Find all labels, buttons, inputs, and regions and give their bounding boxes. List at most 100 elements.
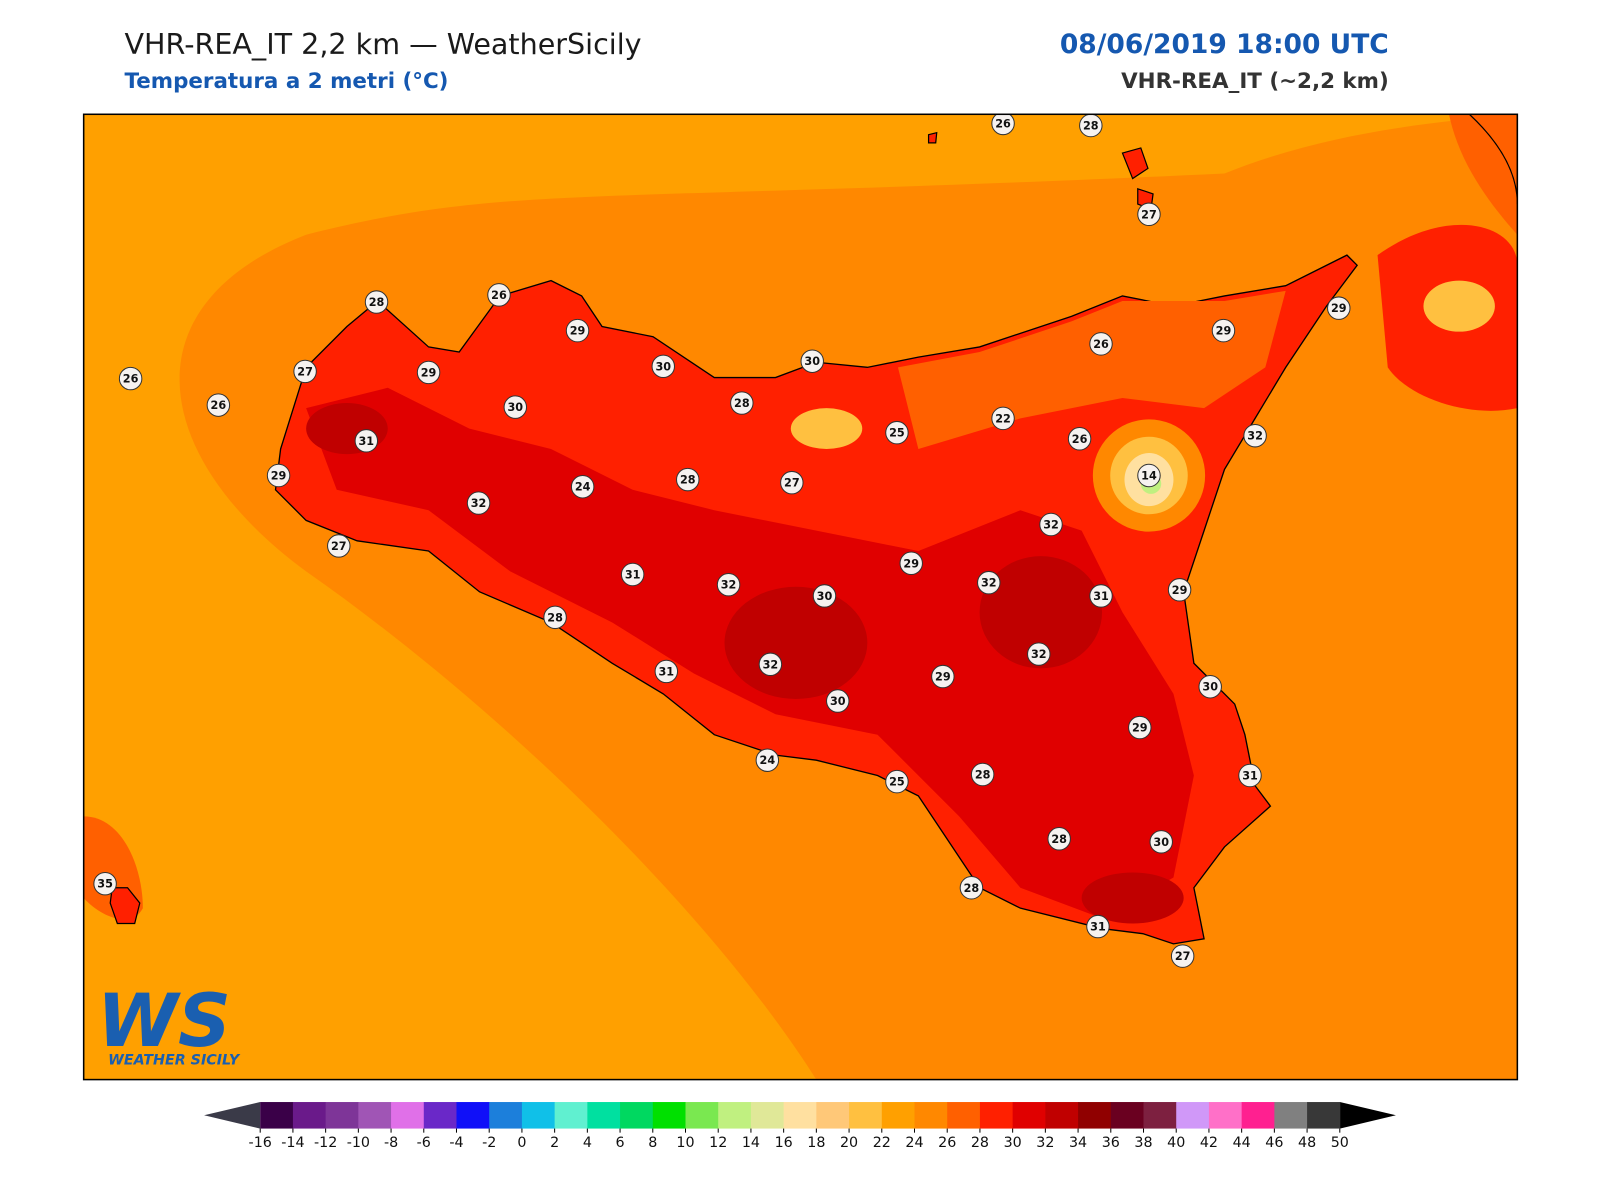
- station: 29: [899, 551, 923, 575]
- station: 29: [931, 664, 955, 689]
- colorbar-segment: [391, 1102, 425, 1129]
- station-marker: [899, 551, 923, 575]
- colorbar-segment: [1241, 1102, 1275, 1129]
- station: 31: [654, 659, 679, 684]
- colorbar-over: [1339, 1102, 1396, 1129]
- station-marker: [487, 283, 511, 307]
- station-value: 32: [763, 658, 779, 671]
- colorbar-tick-label: 22: [873, 1135, 891, 1151]
- colorbar-tick-label: 26: [938, 1135, 956, 1151]
- station-marker: [1027, 642, 1051, 666]
- station: 28: [730, 391, 754, 415]
- colorbar-segment: [358, 1102, 392, 1129]
- station-marker: [716, 572, 741, 597]
- station: 27: [780, 470, 804, 495]
- colorbar-tick-label: -4: [449, 1135, 463, 1151]
- colorbar-tick-label: 38: [1134, 1135, 1152, 1151]
- colorbar-tick-label: 40: [1167, 1135, 1185, 1151]
- station: 32: [1039, 512, 1063, 537]
- station-marker: [730, 391, 754, 415]
- station: 26: [118, 366, 143, 391]
- colorbar-tick-label: -6: [417, 1135, 431, 1151]
- map: 26 28 27 28 26 29 29 29 26 30 30 27 29 26 26 30 28 22 25 26…: [83, 114, 1518, 1080]
- station-marker: [991, 114, 1015, 136]
- colorbar-segment: [554, 1102, 588, 1129]
- station-value: 29: [1331, 302, 1347, 315]
- station-value: 28: [369, 296, 385, 309]
- station-value: 28: [547, 611, 563, 624]
- station-value: 26: [1093, 338, 1109, 351]
- timestamp: 08/06/2019 18:00 UTC: [1060, 29, 1389, 60]
- station-value: 31: [1242, 770, 1258, 783]
- station-marker: [620, 562, 645, 587]
- station-marker: [970, 762, 995, 787]
- colorbar-segment: [1012, 1102, 1046, 1129]
- station: 31: [1089, 584, 1113, 608]
- colorbar-tick-label: 18: [807, 1135, 825, 1151]
- station-value: 32: [981, 577, 997, 590]
- station-marker: [651, 354, 675, 379]
- colorbar-segment: [587, 1102, 621, 1129]
- station-value: 26: [123, 373, 139, 386]
- very-hot-zone: [1081, 872, 1184, 924]
- station-marker: [991, 406, 1015, 431]
- subtitle: Temperatura a 2 metri (°C): [124, 69, 448, 94]
- station-marker: [977, 570, 1001, 595]
- colorbar-tick-label: 4: [583, 1135, 592, 1151]
- station-value: 30: [1153, 836, 1169, 849]
- station-value: 27: [1175, 950, 1191, 963]
- station: 28: [676, 467, 700, 492]
- colorbar-segment: [1307, 1102, 1341, 1129]
- station-value: 27: [784, 477, 800, 490]
- station-marker: [416, 360, 441, 385]
- station: 30: [800, 349, 824, 373]
- station: 22: [991, 406, 1015, 431]
- station-marker: [826, 689, 850, 713]
- station-value: 30: [507, 401, 523, 414]
- station-marker: [654, 659, 679, 684]
- station-marker: [1137, 202, 1161, 227]
- station-value: 24: [760, 754, 776, 767]
- station-marker: [266, 463, 291, 488]
- colorbar-segment: [1045, 1102, 1079, 1129]
- station: 26: [991, 114, 1015, 136]
- colorbar-segment: [489, 1102, 523, 1129]
- colorbar-tick-label: 46: [1265, 1135, 1283, 1151]
- colorbar-segment: [1208, 1102, 1243, 1129]
- station-marker: [570, 475, 595, 499]
- station-marker: [565, 318, 590, 343]
- station: 30: [812, 584, 837, 608]
- colorbar-under: [204, 1102, 261, 1129]
- colorbar-segment: [1176, 1102, 1210, 1129]
- station-marker: [118, 366, 143, 391]
- station-marker: [1089, 584, 1113, 608]
- station-value: 31: [659, 665, 675, 678]
- station: 28: [1047, 827, 1071, 851]
- colorbar-tick-label: 42: [1200, 1135, 1218, 1151]
- station-value: 31: [359, 435, 375, 448]
- colorbar-tick-label: 48: [1298, 1135, 1316, 1151]
- station-marker: [543, 605, 567, 630]
- station: 35: [93, 871, 117, 896]
- station: 27: [327, 534, 351, 558]
- colorbar-segment: [1078, 1102, 1112, 1129]
- colorbar-segment: [783, 1102, 817, 1129]
- station-value: 30: [1202, 681, 1218, 694]
- coast-zone: [1448, 114, 1518, 235]
- station-value: 31: [1090, 921, 1106, 934]
- station: 32: [466, 491, 491, 515]
- station-marker: [1047, 827, 1071, 851]
- station: 29: [416, 360, 441, 385]
- station: 25: [885, 420, 909, 445]
- station-marker: [780, 470, 804, 495]
- station-value: 35: [97, 878, 113, 891]
- station: 32: [1243, 423, 1267, 448]
- station: 26: [1089, 332, 1113, 356]
- colorbar-tick-label: -12: [314, 1135, 337, 1151]
- station-value: 26: [995, 117, 1011, 130]
- station-marker: [466, 491, 491, 515]
- station: 31: [1238, 763, 1262, 788]
- very-hot-zone: [724, 586, 868, 699]
- colorbar-tick-label: -10: [347, 1135, 370, 1151]
- station: 28: [543, 605, 567, 630]
